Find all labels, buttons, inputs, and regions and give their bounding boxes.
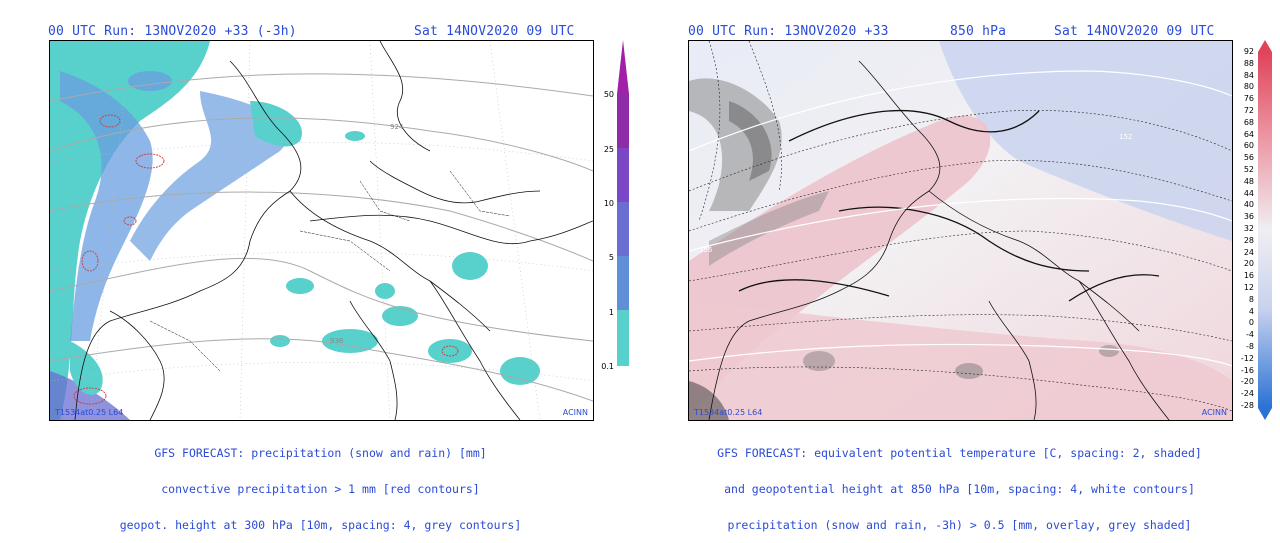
left-caption-line: geopot. height at 300 hPa [10m, spacing:…: [119, 518, 522, 532]
right-colorbar-svg: [1258, 40, 1272, 420]
right-legend-tick: 16: [1243, 271, 1254, 281]
right-header-level: 850 hPa: [950, 24, 1007, 39]
right-legend-tick: 76: [1243, 94, 1254, 104]
left-caption-line: GFS FORECAST: precipitation (snow and ra…: [154, 446, 487, 460]
left-legend-tick: 25: [603, 145, 614, 154]
right-legend-tick: 68: [1243, 117, 1254, 127]
right-legend-tick: -28: [1240, 401, 1254, 410]
left-colorbar: [617, 40, 629, 366]
left-header-valid: Sat 14NOV2020 09 UTC: [414, 24, 575, 39]
left-contour-label: 936: [330, 337, 344, 345]
right-legend-tick: 60: [1243, 141, 1254, 151]
left-map-canvas: [50, 41, 593, 420]
right-caption: GFS FORECAST: equivalent potential tempe…: [688, 423, 1231, 543]
right-legend-tick: 28: [1243, 235, 1254, 245]
right-legend-tick: 56: [1243, 153, 1254, 163]
right-model-id: T1534at0.25 L64: [694, 408, 763, 417]
right-legend-tick: -12: [1240, 353, 1254, 363]
right-contour-label: 152: [1119, 133, 1133, 141]
right-legend-tick: 4: [1248, 306, 1254, 316]
right-caption-line: GFS FORECAST: equivalent potential tempe…: [717, 446, 1202, 460]
left-legend-tick: 10: [603, 199, 614, 208]
right-legend-tick: -20: [1240, 377, 1254, 387]
left-precipitation-map: 924 936 T1534at0.25 L64 ACINN: [49, 40, 594, 421]
right-legend-tick: 80: [1243, 82, 1254, 92]
right-legend-tick: 32: [1243, 224, 1254, 233]
left-colorbar-svg: [617, 40, 629, 366]
right-acinn-logo: ACINN: [1201, 408, 1227, 417]
right-legend-tick: 52: [1243, 165, 1254, 174]
left-caption: GFS FORECAST: precipitation (snow and ra…: [49, 423, 592, 543]
right-contour-label: 156: [699, 246, 713, 254]
right-legend-tick: 8: [1248, 294, 1254, 304]
left-header-run: 00 UTC Run: 13NOV2020 +33 (-3h): [48, 24, 297, 39]
right-caption-line: precipitation (snow and rain, -3h) > 0.5…: [727, 518, 1192, 532]
right-legend-tick: 44: [1243, 188, 1254, 198]
right-legend-tick: 72: [1243, 106, 1254, 115]
right-legend-tick: 88: [1243, 58, 1254, 68]
right-legend-tick: 64: [1243, 129, 1254, 139]
left-caption-line: convective precipitation > 1 mm [red con…: [161, 482, 480, 496]
right-map-canvas: [689, 41, 1232, 420]
right-legend-tick: 24: [1243, 247, 1254, 257]
left-model-id: T1534at0.25 L64: [55, 408, 124, 417]
right-legend-tick: 48: [1243, 176, 1254, 186]
left-legend-tick: 5: [608, 253, 614, 262]
left-legend-tick: 50: [603, 90, 614, 99]
right-caption-line: and geopotential height at 850 hPa [10m,…: [724, 482, 1195, 496]
left-legend-tick: 0.1: [601, 362, 614, 371]
right-legend-tick: 0: [1248, 318, 1254, 328]
right-legend-tick: 92: [1243, 47, 1254, 56]
right-legend-tick: 40: [1243, 200, 1254, 210]
right-legend-tick: -8: [1246, 342, 1254, 351]
right-header-run: 00 UTC Run: 13NOV2020 +33: [688, 24, 889, 39]
right-theta-e-map: 152 156 T1534at0.25 L64 ACINN: [688, 40, 1233, 421]
left-contour-label: 924: [390, 123, 404, 131]
right-legend-tick: 36: [1243, 212, 1254, 222]
right-legend-tick: 84: [1243, 70, 1254, 80]
atlantic-precip-band: [50, 41, 210, 420]
right-legend-tick: -4: [1246, 330, 1254, 340]
right-legend-tick: 12: [1243, 283, 1254, 292]
right-colorbar: [1258, 40, 1272, 420]
right-legend-tick: -16: [1240, 365, 1254, 375]
left-acinn-logo: ACINN: [562, 408, 588, 417]
right-legend-tick: 20: [1243, 259, 1254, 269]
right-header-valid: Sat 14NOV2020 09 UTC: [1054, 24, 1215, 39]
left-legend-tick: 1: [608, 308, 614, 317]
right-legend-tick: -24: [1240, 389, 1254, 399]
